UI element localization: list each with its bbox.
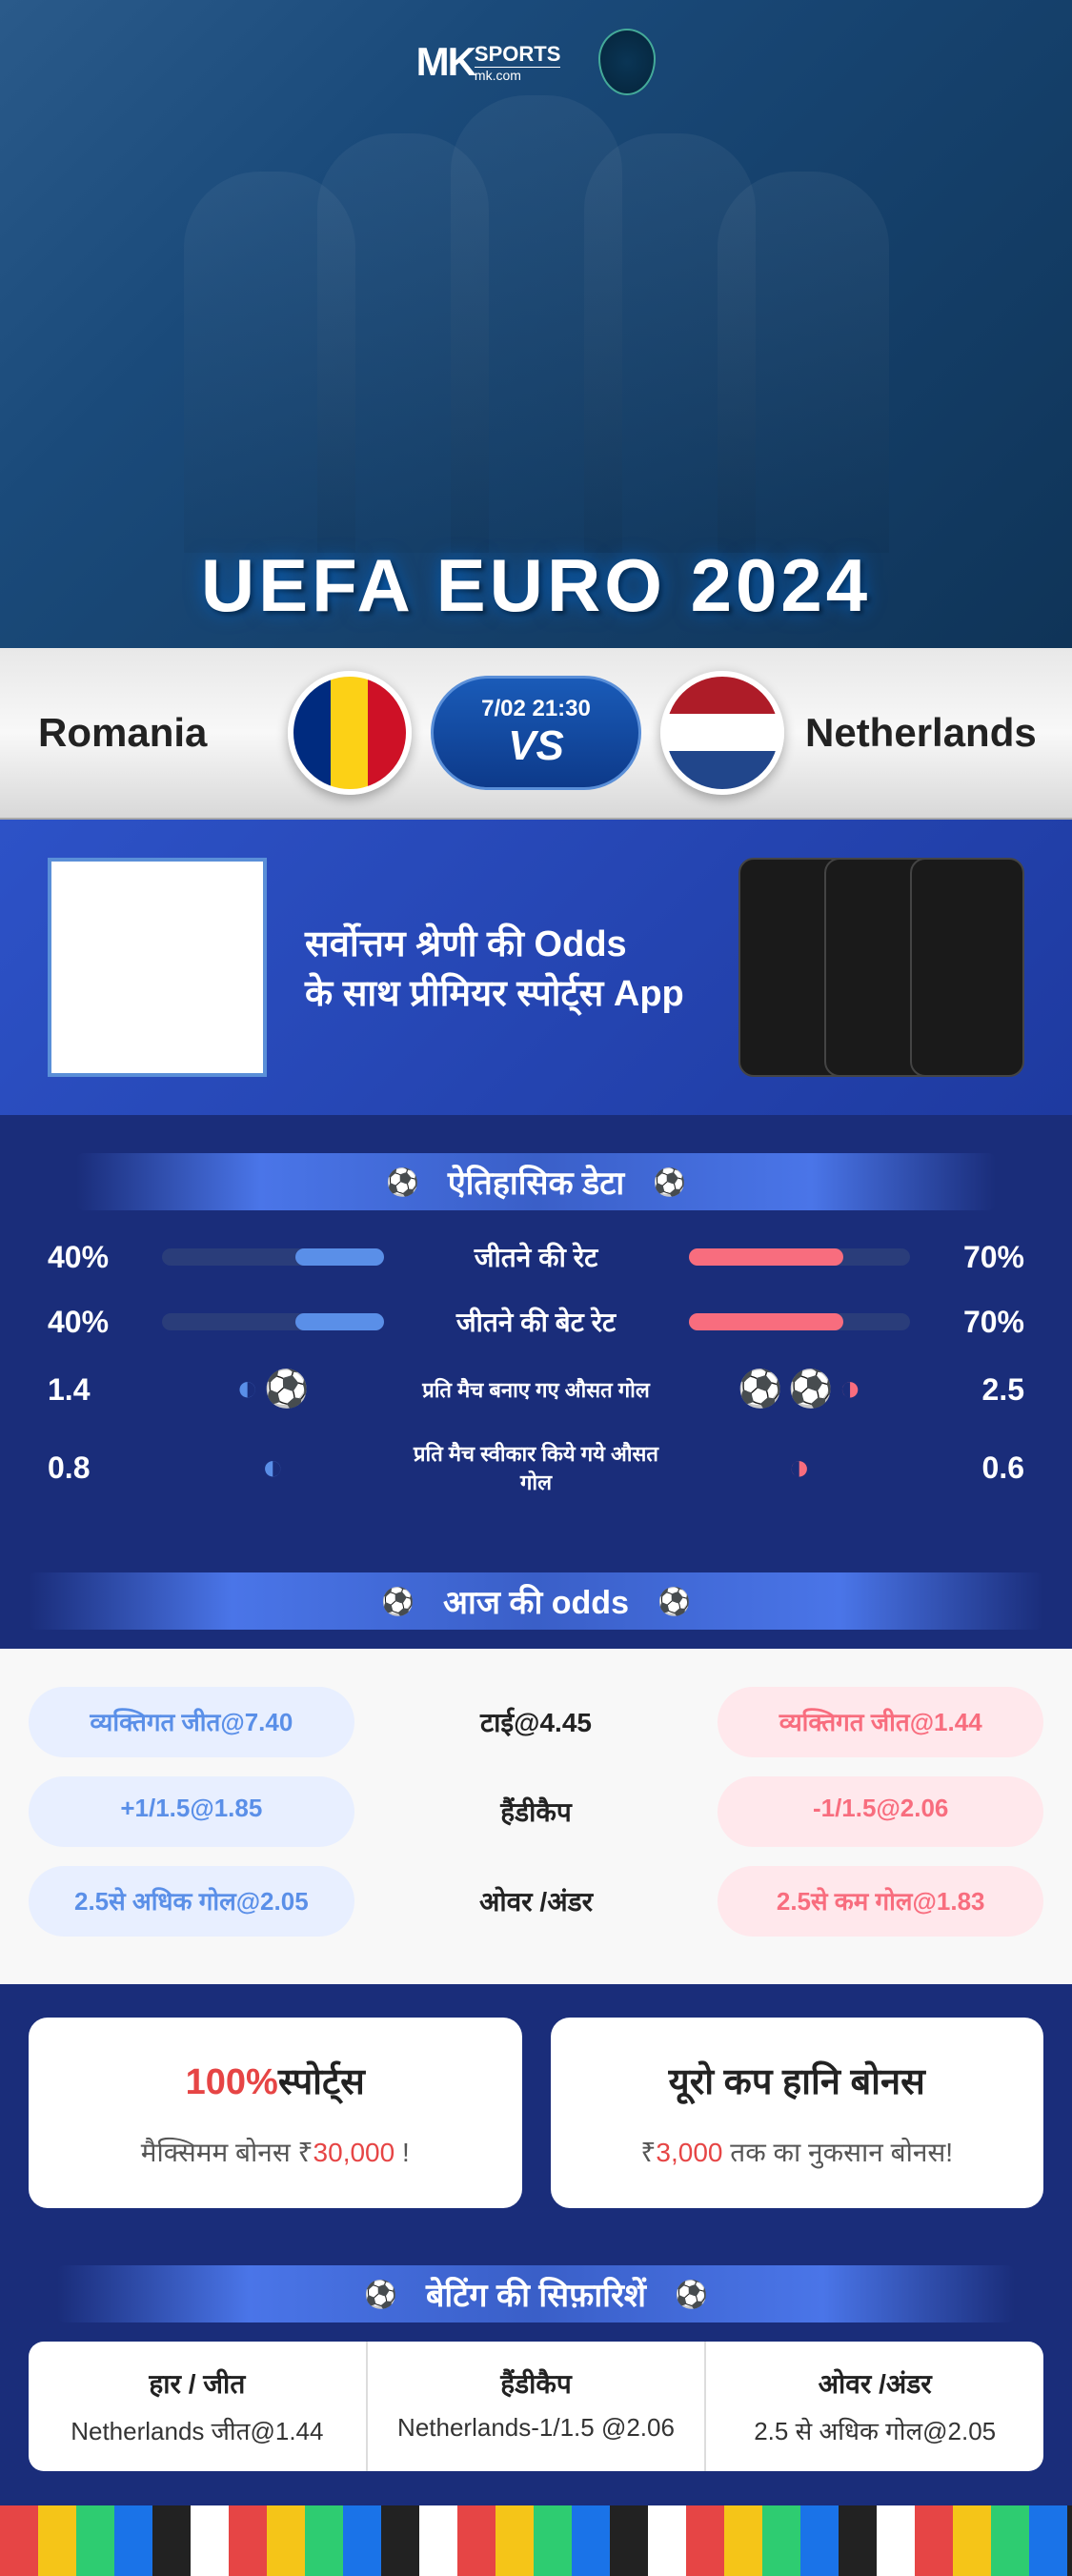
- match-bar: Romania 7/02 21:30 VS Netherlands: [0, 648, 1072, 820]
- bet-rate-bar-right: [689, 1313, 911, 1330]
- bonus-euro-title: यूरो कप हानि बोनस: [579, 2056, 1016, 2105]
- bottom-decoration: [0, 2500, 1072, 2576]
- ball-icon: ⚽: [675, 2279, 708, 2310]
- bonus-section: 100%स्पोर्ट्स मैक्सिमम बोनस ₹30,000 ! यू…: [0, 1989, 1072, 2237]
- odds-tie[interactable]: टाई@4.45: [374, 1687, 699, 1757]
- goals-for-left: 1.4: [48, 1372, 143, 1408]
- promo-text: सर्वोत्तम श्रेणी की Odds के साथ प्रीमियर…: [305, 918, 729, 1017]
- hero-title: UEFA EURO 2024: [201, 542, 871, 629]
- qr-code[interactable]: [48, 858, 267, 1077]
- promo-line1: सर्वोत्तम श्रेणी की Odds: [305, 918, 729, 967]
- recommendations-row: हार / जीत Netherlands जीत@1.44 हैंडीकैप …: [29, 2342, 1043, 2471]
- rec-handicap[interactable]: हैंडीकैप Netherlands-1/1.5 @2.06: [368, 2342, 707, 2471]
- goals-for-right: 2.5: [929, 1372, 1024, 1408]
- bonus-sports-title: 100%स्पोर्ट्स: [57, 2056, 494, 2105]
- odds-row-overunder: 2.5से अधिक गोल@2.05 ओवर /अंडर 2.5से कम ग…: [29, 1866, 1043, 1937]
- stat-win-rate: 40% जीतने की रेट 70%: [48, 1239, 1024, 1275]
- rec-winlose[interactable]: हार / जीत Netherlands जीत@1.44: [29, 2342, 368, 2471]
- ball-icon: ⚽: [381, 1586, 415, 1617]
- bet-rate-right: 70%: [929, 1305, 1024, 1340]
- flag-netherlands-icon: [660, 671, 784, 795]
- odds-handicap-label: हैंडीकैप: [374, 1776, 699, 1847]
- odds-home-win[interactable]: व्यक्तिगत जीत@7.40: [29, 1687, 354, 1757]
- win-rate-bar-right: [689, 1248, 911, 1266]
- hero-banner: MK SPORTS mk.com UEFA EURO 2024: [0, 0, 1072, 648]
- odds-away-win[interactable]: व्यक्तिगत जीत@1.44: [718, 1687, 1043, 1757]
- recommendations-title: बेटिंग की सिफ़ारिशें: [426, 2272, 646, 2316]
- goals-against-right: 0.6: [929, 1450, 1024, 1486]
- goals-against-icons-left: ◐: [143, 1448, 403, 1489]
- players-graphic: [0, 76, 1072, 553]
- odds-body: व्यक्तिगत जीत@7.40 टाई@4.45 व्यक्तिगत जी…: [0, 1649, 1072, 1984]
- team-left-name: Romania: [0, 710, 267, 756]
- bet-rate-label: जीतने की बेट रेट: [403, 1304, 670, 1340]
- goals-for-icons-left: ◐⚽: [143, 1369, 403, 1410]
- odds-handicap-home[interactable]: +1/1.5@1.85: [29, 1776, 354, 1847]
- rec-winlose-value: Netherlands जीत@1.44: [48, 2413, 347, 2447]
- bet-rate-left: 40%: [48, 1305, 143, 1340]
- rec-winlose-label: हार / जीत: [48, 2365, 347, 2402]
- ball-icon: ⚽: [657, 1586, 691, 1617]
- ball-icon: ⚽: [386, 1166, 419, 1198]
- promo-line2: के साथ प्रीमियर स्पोर्ट्स App: [305, 967, 729, 1017]
- goals-against-label: प्रति मैच स्वीकार किये गये औसत गोल: [403, 1439, 670, 1496]
- goals-for-icons-right: ⚽⚽◑: [670, 1369, 930, 1410]
- rec-handicap-label: हैंडीकैप: [387, 2365, 686, 2402]
- win-rate-right: 70%: [929, 1240, 1024, 1275]
- vs-text: VS: [508, 722, 564, 770]
- vs-pill: 7/02 21:30 VS: [431, 676, 641, 790]
- win-rate-label: जीतने की रेट: [403, 1239, 670, 1275]
- logo-sports: SPORTS: [475, 42, 560, 67]
- odds-handicap-away[interactable]: -1/1.5@2.06: [718, 1776, 1043, 1847]
- bonus-euro-sub: ₹3,000 तक का नुकसान बोनस!: [579, 2134, 1016, 2170]
- vs-center: 7/02 21:30 VS: [288, 671, 784, 795]
- bonus-sports-sub: मैक्सिमम बोनस ₹30,000 !: [57, 2134, 494, 2170]
- win-rate-bar-left: [162, 1248, 384, 1266]
- odds-over[interactable]: 2.5से अधिक गोल@2.05: [29, 1866, 354, 1937]
- odds-row-winner: व्यक्तिगत जीत@7.40 टाई@4.45 व्यक्तिगत जी…: [29, 1687, 1043, 1757]
- odds-row-handicap: +1/1.5@1.85 हैंडीकैप -1/1.5@2.06: [29, 1776, 1043, 1847]
- historical-title: ऐतिहासिक डेटा: [448, 1160, 624, 1204]
- phone-mockups: [767, 858, 1024, 1077]
- flag-romania-icon: [288, 671, 412, 795]
- rec-handicap-value: Netherlands-1/1.5 @2.06: [387, 2413, 686, 2443]
- ball-icon: ⚽: [653, 1166, 686, 1198]
- rec-overunder[interactable]: ओवर /अंडर 2.5 से अधिक गोल@2.05: [706, 2342, 1043, 2471]
- promo-section: सर्वोत्तम श्रेणी की Odds के साथ प्रीमियर…: [0, 820, 1072, 1115]
- historical-header: ⚽ ऐतिहासिक डेटा ⚽: [76, 1153, 996, 1210]
- odds-under[interactable]: 2.5से कम गोल@1.83: [718, 1866, 1043, 1937]
- historical-stats-section: ⚽ ऐतिहासिक डेटा ⚽ 40% जीतने की रेट 70% 4…: [0, 1115, 1072, 1553]
- odds-overunder-label: ओवर /अंडर: [374, 1866, 699, 1937]
- stat-goals-for: 1.4 ◐⚽ प्रति मैच बनाए गए औसत गोल ⚽⚽◑ 2.5: [48, 1369, 1024, 1410]
- goals-against-icons-right: ◑: [670, 1448, 930, 1489]
- bonus-card-euro[interactable]: यूरो कप हानि बोनस ₹3,000 तक का नुकसान बो…: [551, 2018, 1044, 2208]
- rec-overunder-label: ओवर /अंडर: [725, 2365, 1024, 2402]
- team-right-name: Netherlands: [805, 710, 1072, 756]
- odds-header: ⚽ आज की odds ⚽: [29, 1572, 1043, 1630]
- recommendations-section: ⚽ बेटिंग की सिफ़ारिशें ⚽ हार / जीत Nethe…: [0, 2237, 1072, 2500]
- odds-title: आज की odds: [443, 1579, 629, 1623]
- rec-overunder-value: 2.5 से अधिक गोल@2.05: [725, 2413, 1024, 2447]
- goals-for-label: प्रति मैच बनाए गए औसत गोल: [403, 1375, 670, 1404]
- win-rate-left: 40%: [48, 1240, 143, 1275]
- match-datetime: 7/02 21:30: [481, 696, 591, 722]
- odds-section: ⚽ आज की odds ⚽ व्यक्तिगत जीत@7.40 टाई@4.…: [0, 1572, 1072, 1989]
- ball-icon: ⚽: [364, 2279, 397, 2310]
- stat-goals-against: 0.8 ◐ प्रति मैच स्वीकार किये गये औसत गोल…: [48, 1439, 1024, 1496]
- bonus-card-sports[interactable]: 100%स्पोर्ट्स मैक्सिमम बोनस ₹30,000 !: [29, 2018, 522, 2208]
- goals-against-left: 0.8: [48, 1450, 143, 1486]
- bonus-percent: 100%: [186, 2062, 278, 2102]
- recommendations-header: ⚽ बेटिंग की सिफ़ारिशें ⚽: [57, 2265, 1015, 2322]
- bet-rate-bar-left: [162, 1313, 384, 1330]
- bonus-sports-label: स्पोर्ट्स: [278, 2062, 365, 2102]
- stat-bet-rate: 40% जीतने की बेट रेट 70%: [48, 1304, 1024, 1340]
